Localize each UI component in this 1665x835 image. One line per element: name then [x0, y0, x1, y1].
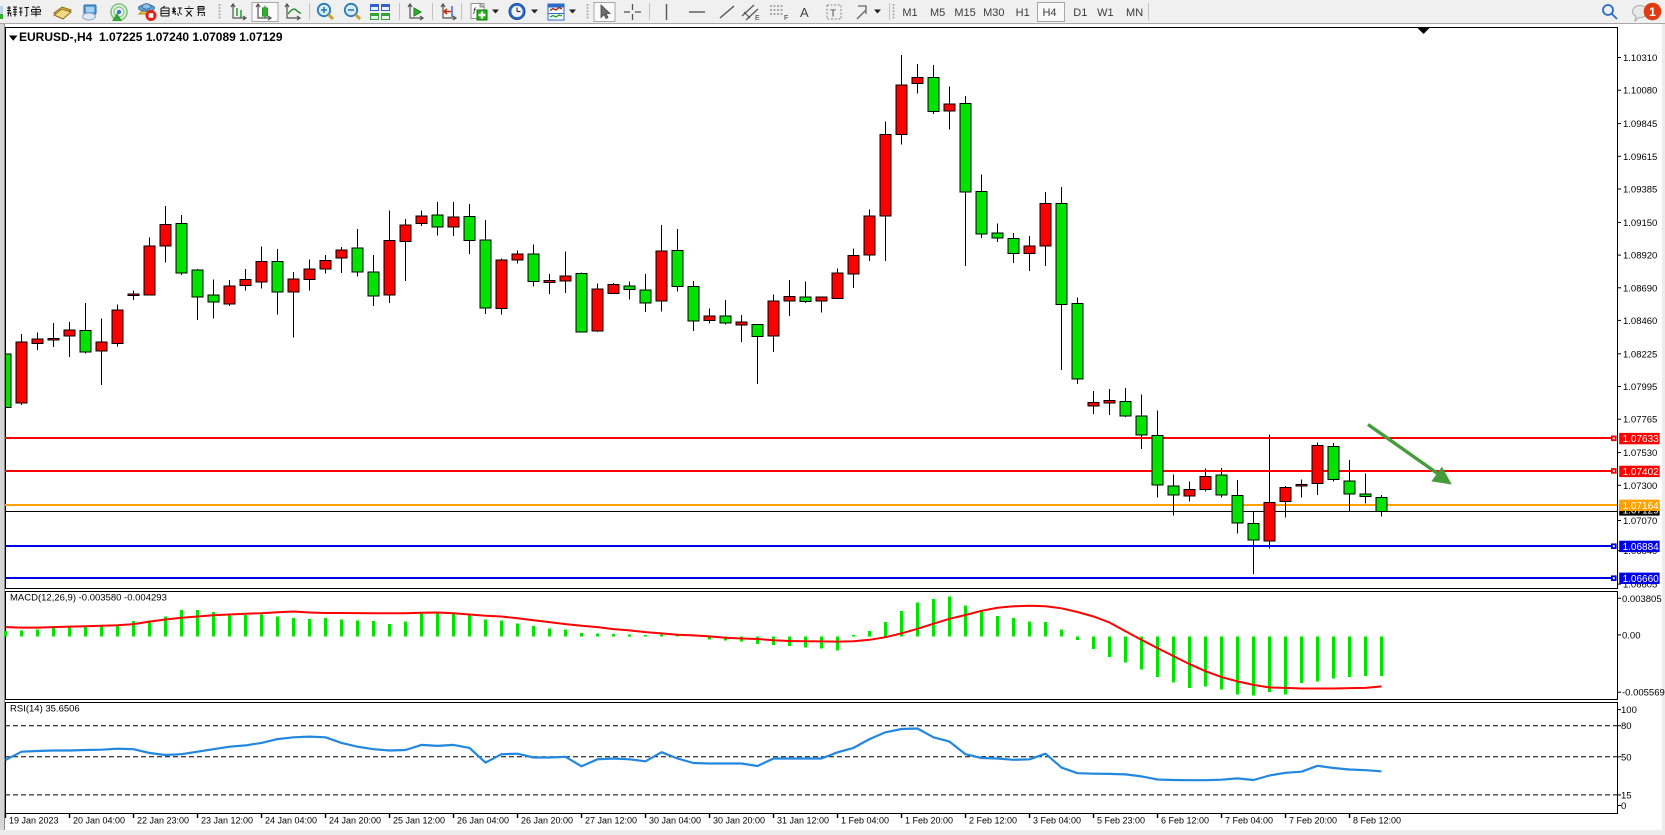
svg-text:1 Feb 20:00: 1 Feb 20:00	[905, 816, 953, 826]
svg-text:80: 80	[1621, 721, 1632, 732]
svg-text:1.07402: 1.07402	[1623, 467, 1660, 478]
svg-text:0: 0	[1621, 801, 1626, 812]
svg-text:0.003805: 0.003805	[1622, 594, 1662, 605]
svg-text:1.09150: 1.09150	[1623, 218, 1657, 229]
svg-text:M1: M1	[902, 7, 917, 19]
svg-text:1.09615: 1.09615	[1623, 152, 1657, 163]
svg-text:1.07164: 1.07164	[1623, 501, 1660, 512]
svg-text:1.06605: 1.06605	[1623, 580, 1657, 591]
svg-text:26 Jan 04:00: 26 Jan 04:00	[457, 816, 509, 826]
svg-text:H1: H1	[1016, 7, 1030, 19]
svg-text:1 Feb 04:00: 1 Feb 04:00	[841, 816, 889, 826]
svg-text:1.07070: 1.07070	[1623, 516, 1657, 527]
svg-text:15: 15	[1621, 790, 1632, 801]
svg-text:1: 1	[1649, 5, 1656, 19]
svg-text:1.08225: 1.08225	[1623, 349, 1657, 360]
svg-text:0.00: 0.00	[1622, 630, 1641, 641]
svg-text:1.09845: 1.09845	[1623, 119, 1657, 130]
svg-text:D1: D1	[1073, 7, 1087, 19]
svg-text:A: A	[800, 5, 809, 20]
svg-text:M30: M30	[983, 7, 1004, 19]
svg-text:MACD(12,26,9) -0.003580 -0.004: MACD(12,26,9) -0.003580 -0.004293	[10, 593, 167, 604]
svg-text:1.08460: 1.08460	[1623, 316, 1657, 327]
svg-text:100: 100	[1621, 705, 1637, 716]
svg-text:F: F	[784, 15, 788, 22]
svg-text:RSI(14) 35.6506: RSI(14) 35.6506	[10, 704, 80, 715]
svg-text:6 Feb 12:00: 6 Feb 12:00	[1161, 816, 1209, 826]
svg-text:26 Jan 20:00: 26 Jan 20:00	[521, 816, 573, 826]
svg-text:1.06884: 1.06884	[1623, 542, 1660, 553]
svg-text:50: 50	[1621, 752, 1632, 763]
svg-text:30 Jan 04:00: 30 Jan 04:00	[649, 816, 701, 826]
svg-text:1.07765: 1.07765	[1623, 415, 1657, 426]
svg-text:f: f	[473, 6, 477, 16]
svg-text:1.10310: 1.10310	[1623, 53, 1657, 64]
svg-text:27 Jan 12:00: 27 Jan 12:00	[585, 816, 637, 826]
svg-text:30 Jan 20:00: 30 Jan 20:00	[713, 816, 765, 826]
svg-text:E: E	[755, 15, 760, 22]
svg-text:H4: H4	[1042, 7, 1056, 19]
svg-text:EURUSD-,H4 1.07225 1.07240 1.: EURUSD-,H4 1.07225 1.07240 1.07089 1.071…	[19, 30, 283, 44]
svg-text:1.06660: 1.06660	[1623, 574, 1660, 585]
svg-text:1.09385: 1.09385	[1623, 185, 1657, 196]
svg-text:T: T	[830, 9, 836, 20]
svg-text:1.07633: 1.07633	[1623, 434, 1660, 445]
svg-text:8 Feb 12:00: 8 Feb 12:00	[1353, 816, 1401, 826]
svg-text:-0.005569: -0.005569	[1622, 688, 1665, 699]
svg-text:22 Jan 23:00: 22 Jan 23:00	[137, 816, 189, 826]
svg-text:19 Jan 2023: 19 Jan 2023	[9, 816, 59, 826]
svg-text:31 Jan 12:00: 31 Jan 12:00	[777, 816, 829, 826]
svg-text:24 Jan 04:00: 24 Jan 04:00	[265, 816, 317, 826]
svg-text:20 Jan 04:00: 20 Jan 04:00	[73, 816, 125, 826]
svg-text:M5: M5	[930, 7, 945, 19]
svg-text:1.07300: 1.07300	[1623, 481, 1657, 492]
svg-text:23 Jan 12:00: 23 Jan 12:00	[201, 816, 253, 826]
svg-text:7 Feb 20:00: 7 Feb 20:00	[1289, 816, 1337, 826]
svg-text:1.07530: 1.07530	[1623, 448, 1657, 459]
svg-text:1.08920: 1.08920	[1623, 251, 1657, 262]
svg-text:1.07995: 1.07995	[1623, 382, 1657, 393]
svg-text:2 Feb 12:00: 2 Feb 12:00	[969, 816, 1017, 826]
svg-text:5 Feb 23:00: 5 Feb 23:00	[1097, 816, 1145, 826]
svg-text:MN: MN	[1126, 7, 1143, 19]
svg-text:W1: W1	[1097, 7, 1114, 19]
svg-text:1.08690: 1.08690	[1623, 283, 1657, 294]
svg-text:1.10080: 1.10080	[1623, 86, 1657, 97]
svg-text:M15: M15	[954, 7, 975, 19]
svg-text:7 Feb 04:00: 7 Feb 04:00	[1225, 816, 1273, 826]
svg-text:3 Feb 04:00: 3 Feb 04:00	[1033, 816, 1081, 826]
svg-text:24 Jan 20:00: 24 Jan 20:00	[329, 816, 381, 826]
svg-text:25 Jan 12:00: 25 Jan 12:00	[393, 816, 445, 826]
